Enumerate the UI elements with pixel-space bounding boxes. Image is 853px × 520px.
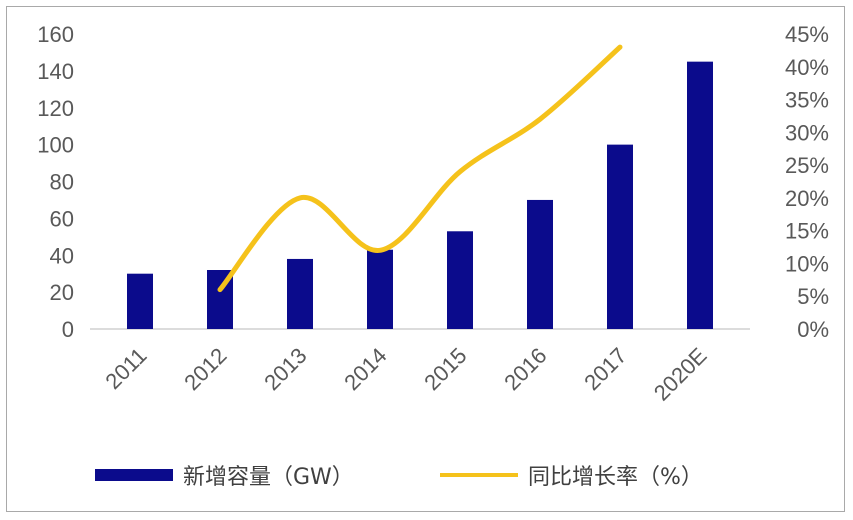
bar-2013 [287,258,313,329]
y-right-tick-label: 20% [785,186,829,211]
legend-label-capacity: 新增容量（GW） [183,465,354,490]
x-tick-label: 2014 [339,343,391,395]
y-right-tick-label: 40% [785,55,829,80]
y-left-tick-label: 80 [50,170,74,195]
bar-2020E [687,61,713,329]
legend-swatch-line [440,473,518,477]
bar-2014 [367,249,393,329]
y-left-tick-label: 0 [62,317,74,342]
y-right-tick-label: 0% [797,317,829,342]
y-right-tick-label: 25% [785,153,829,178]
bar-2016 [527,199,553,329]
x-tick-label: 2017 [579,343,631,395]
y-right-tick-label: 10% [785,251,829,276]
legend-item-capacity: 新增容量（GW） [95,460,354,490]
y-left-tick-label: 140 [37,59,74,84]
y-right-tick-label: 45% [785,22,829,47]
y-right-tick-label: 30% [785,120,829,145]
x-tick-label: 2015 [419,343,471,395]
legend-item-growth: 同比增长率（%） [440,460,703,490]
bar-2011 [127,273,153,329]
y-right-tick-label: 15% [785,219,829,244]
y-left-tick-label: 120 [37,96,74,121]
y-left-tick-label: 20 [50,280,74,305]
legend-swatch-bar [95,469,173,481]
x-tick-label: 2016 [499,343,551,395]
legend-label-growth: 同比增长率（%） [528,465,703,490]
y-left-tick-label: 40 [50,243,74,268]
y-left-tick-label: 100 [37,133,74,158]
y-left-tick-label: 160 [37,22,74,47]
bar-2017 [607,144,633,329]
x-tick-label: 2012 [179,343,231,395]
y-right-tick-label: 35% [785,88,829,113]
x-tick-label: 2020E [649,343,712,406]
y-right-tick-label: 5% [797,284,829,309]
growth-rate-line [217,44,623,293]
x-tick-label: 2011 [100,343,151,394]
y-left-tick-label: 60 [50,206,74,231]
bar-2015 [447,231,473,329]
x-tick-label: 2013 [259,343,311,395]
